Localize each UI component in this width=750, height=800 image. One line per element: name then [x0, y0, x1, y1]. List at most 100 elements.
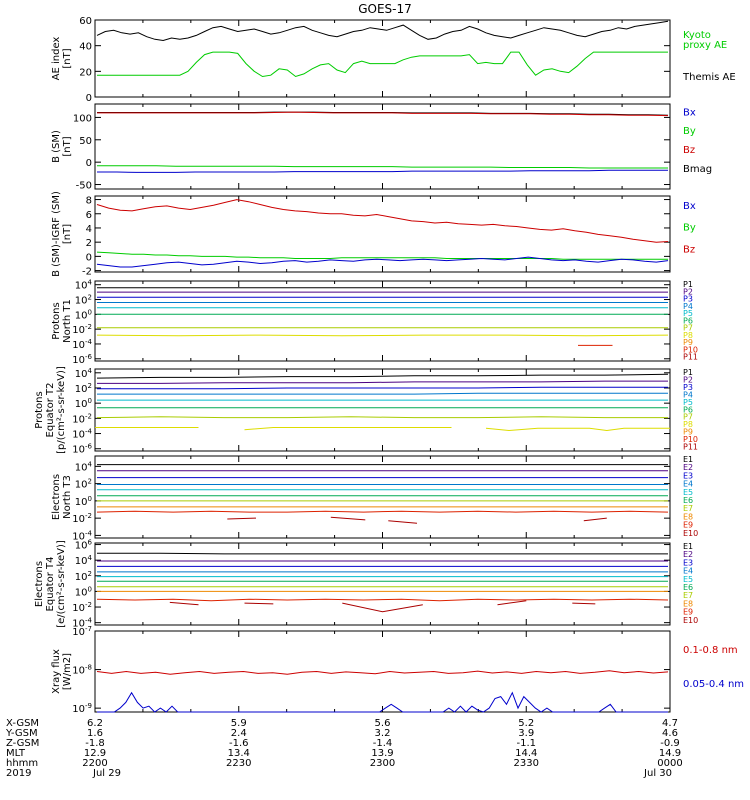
y-tick-label: 8	[86, 196, 92, 207]
series-p1	[96, 373, 669, 379]
bottom-row-value: 4.7	[662, 718, 678, 729]
legend-entry: E9	[683, 521, 693, 530]
series-bx	[96, 256, 669, 268]
y-axis-label: [nT]	[62, 136, 73, 156]
series-e1	[97, 552, 668, 555]
y-tick-label: 10-6	[72, 353, 92, 366]
bottom-row-value: 1.6	[87, 728, 103, 739]
legend-entry: P8	[683, 331, 693, 340]
legend-entry: E10	[683, 616, 698, 625]
y-axis-label: Protons	[51, 302, 62, 339]
series-p7	[96, 416, 668, 419]
series-e9	[96, 510, 669, 513]
legend-entry: Bx	[683, 107, 696, 118]
y-axis-label: [p/(cm²-s-sr-keV)]	[56, 366, 67, 454]
legend-entry: P1	[683, 280, 693, 289]
series-kyoto-proxy-ae	[97, 51, 668, 78]
y-tick-label: 102	[75, 294, 92, 307]
bottom-row-value: 2200	[82, 758, 107, 769]
series-bx	[97, 169, 668, 173]
y-tick-label: 50	[79, 136, 92, 147]
legend-entry: 0.1-0.8 nm	[683, 645, 738, 656]
y-tick-label: 10-4	[72, 338, 92, 351]
series-e10	[572, 602, 596, 605]
legend-entry: P1	[683, 368, 693, 377]
y-tick-label: 10-2	[72, 601, 92, 614]
bottom-row-value: Jul 30	[643, 768, 672, 779]
series-bz	[97, 111, 669, 117]
y-axis-label: [e/(cm²-s-sr-keV)]	[56, 540, 67, 628]
y-axis-label: Protons	[34, 391, 45, 428]
bottom-row-value: 2300	[370, 758, 395, 769]
legend-entry: E4	[683, 567, 693, 576]
series-p4	[97, 392, 668, 395]
legend-entry: proxy AE	[683, 40, 727, 51]
legend-entry: Themis AE	[682, 72, 736, 83]
y-tick-label: 20	[79, 67, 92, 78]
legend-entry: P4	[683, 302, 693, 311]
y-tick-label: 0	[86, 93, 92, 104]
y-axis-label: B (SM)-IGRF (SM)	[51, 191, 62, 277]
series-themis-ae	[96, 20, 669, 42]
legend-entry: E3	[683, 558, 693, 567]
legend-entry: By	[683, 126, 696, 137]
series-p3	[97, 386, 668, 390]
y-axis-label: B (SM)	[51, 130, 62, 163]
y-tick-label: 104	[75, 460, 93, 473]
panel-frame	[94, 630, 671, 713]
panel-p2: 104 102 100 10-2 10-4 10-6 Protons Equator T2 [p…	[34, 366, 698, 456]
legend-entry: P4	[683, 390, 693, 399]
y-tick-label: 60	[79, 16, 92, 27]
y-tick-label: 0	[86, 252, 92, 263]
legend-entry: Bz	[683, 145, 695, 156]
legend-entry: E6	[683, 496, 693, 505]
y-tick-label: 104	[75, 367, 93, 380]
legend-entry: P3	[683, 383, 693, 392]
bottom-row-value: -1.4	[373, 738, 393, 749]
y-tick-label: 102	[75, 570, 92, 583]
y-tick-label: 4	[86, 224, 92, 235]
series-e9	[96, 598, 669, 602]
series-by	[96, 251, 668, 260]
y-tick-label: 10-9	[72, 702, 92, 715]
y-tick-label: 10-6	[72, 443, 92, 456]
bottom-row-value: 5.2	[518, 718, 534, 729]
bottom-row-label: Y-GSM	[5, 728, 38, 739]
y-tick-label: -2	[82, 267, 92, 278]
legend-entry: P3	[683, 295, 693, 304]
legend-entry: Kyoto	[683, 30, 711, 41]
y-tick-label: 10-8	[72, 664, 92, 677]
bottom-row-value: 4.6	[662, 728, 678, 739]
bottom-row-label: X-GSM	[6, 718, 39, 729]
series-e10	[227, 517, 257, 520]
legend-entry: P2	[683, 287, 693, 296]
y-tick-label: 10-2	[72, 323, 92, 336]
y-tick-label: 10-2	[72, 412, 92, 425]
y-axis-label: North T3	[62, 475, 73, 519]
panel-frame	[94, 280, 671, 362]
legend-entry: P11	[683, 443, 698, 452]
legend-entry: P10	[683, 435, 698, 444]
bottom-row-label: 2019	[6, 768, 31, 779]
legend-entry: E8	[683, 512, 693, 521]
legend-entry: Bmag	[683, 164, 712, 175]
y-axis-label: Electrons	[51, 474, 62, 520]
bottom-row-value: 14.4	[515, 748, 537, 759]
bottom-row-value: 2330	[514, 758, 539, 769]
legend-entry: P7	[683, 324, 693, 333]
legend: Bx By Bz Bmag	[683, 107, 712, 175]
y-axis-label: AE index	[51, 37, 62, 81]
y-tick-label: 100	[75, 397, 92, 410]
bottom-row-value: 13.4	[228, 748, 250, 759]
legend: 0.1-0.8 nm 0.05-0.4 nm	[683, 645, 744, 690]
legend-entry: E5	[683, 488, 693, 497]
y-tick-label: 102	[75, 382, 92, 395]
series-p8	[96, 334, 669, 337]
bottom-row-value: 2230	[226, 758, 251, 769]
